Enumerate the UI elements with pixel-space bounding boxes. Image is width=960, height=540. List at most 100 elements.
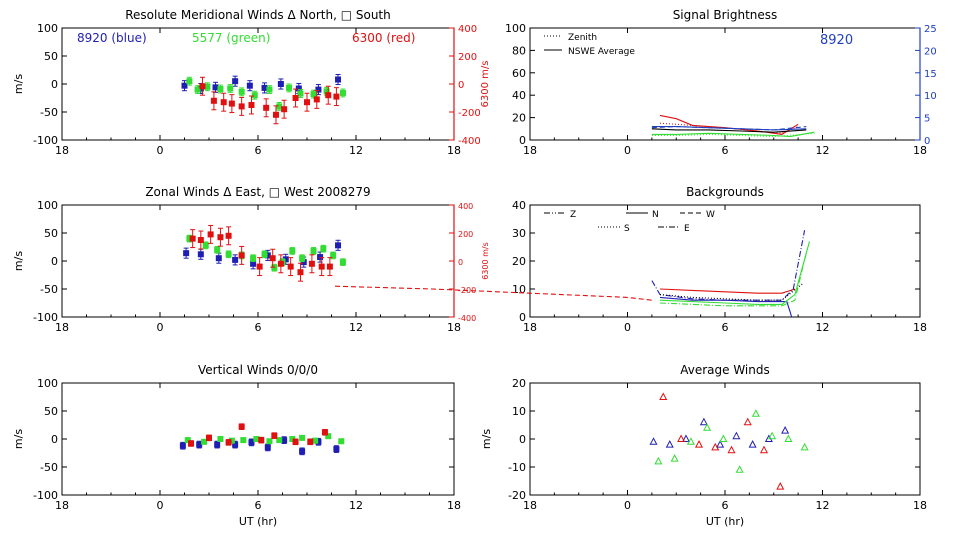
data-point-6300: [271, 432, 278, 439]
right-axis-label: 6300 m/s: [480, 61, 491, 108]
data-point-6300: [272, 111, 279, 118]
x-tick-label: 18: [523, 144, 537, 157]
data-point-6300: [228, 100, 235, 107]
y-tick-label: 100: [37, 377, 58, 390]
x-tick-label: 0: [157, 499, 164, 512]
x-tick-label: 12: [349, 144, 363, 157]
data-point-6300: [677, 434, 686, 442]
x-tick-label: 12: [349, 499, 363, 512]
data-point-6300: [217, 234, 224, 241]
y-tick-label: 20: [512, 112, 526, 125]
series-line-navy-dashed: [651, 126, 807, 131]
x-tick-label: 0: [624, 499, 631, 512]
right-axis-label: 6300 m/s: [481, 242, 490, 280]
data-point-6300: [248, 102, 255, 108]
data-point-8920: [181, 82, 188, 89]
data-point-8920: [212, 84, 219, 91]
x-tick-label: 18: [913, 321, 927, 334]
right-tick-label: 400: [458, 202, 473, 211]
y-tick-label: 30: [512, 227, 526, 240]
chart-title: Vertical Winds 0/0/0: [198, 363, 318, 377]
data-point-6300: [189, 235, 196, 242]
y-tick-label: 0: [51, 433, 58, 446]
data-point-8920: [748, 440, 757, 448]
y-tick-label: 100: [37, 199, 58, 212]
series-line-blue-dashdot: [651, 230, 806, 301]
data-point-8920: [299, 448, 306, 455]
series-line-blue-solid: [659, 296, 793, 318]
data-point-8920: [681, 434, 691, 442]
x-tick-label: 18: [447, 499, 461, 512]
data-point-5577: [227, 85, 234, 92]
y-axis-label: m/s: [480, 429, 493, 449]
chart-title: Resolute Meridional Winds Δ North, □ Sou…: [125, 8, 391, 22]
data-point-6300: [333, 93, 340, 100]
legend-item: S: [624, 224, 630, 234]
x-tick-label: 0: [624, 321, 631, 334]
data-point-8920: [197, 251, 204, 258]
x-tick-label: 6: [722, 321, 729, 334]
chart-annotation: 8920: [820, 33, 853, 48]
y-axis-label: m/s: [12, 74, 25, 94]
data-point-8920: [335, 76, 342, 83]
x-tick-label: 12: [816, 321, 830, 334]
data-point-6300: [238, 103, 245, 110]
data-point-8920: [246, 82, 253, 89]
data-point-5577: [339, 89, 346, 96]
data-point-6300: [694, 440, 704, 448]
data-point-6300: [325, 92, 332, 99]
y-tick-label: 50: [44, 227, 58, 240]
series-line-green-dashdot: [659, 252, 807, 307]
data-point-6300: [326, 263, 333, 270]
data-point-6300: [269, 255, 276, 262]
data-point-5577: [299, 434, 306, 441]
series-line-black-dotted: [659, 282, 804, 301]
plot-frame: [529, 27, 921, 141]
y-tick-label: 40: [512, 199, 526, 212]
data-point-5577: [276, 103, 283, 110]
data-point-5577: [286, 84, 293, 91]
y-tick-label: 20: [512, 255, 526, 268]
data-point-8920: [214, 441, 221, 448]
legend-item: 8920 (blue): [77, 31, 147, 45]
data-point-5577: [225, 251, 232, 258]
data-point-6300: [281, 106, 288, 113]
data-point-8920: [232, 441, 239, 448]
data-point-8920: [281, 437, 288, 444]
data-point-5577: [261, 251, 268, 258]
series-line-green-solid: [659, 241, 811, 305]
data-point-6300: [743, 417, 752, 426]
y-tick-label: 10: [512, 283, 526, 296]
data-point-5577: [250, 255, 257, 262]
data-point-8920: [215, 255, 222, 262]
x-tick-label: 6: [255, 499, 262, 512]
right-tick-label: -200: [458, 108, 481, 119]
right-tick-label: 10: [924, 91, 937, 102]
y-tick-label: -100: [33, 134, 58, 147]
right-tick-label: 0: [458, 80, 464, 91]
x-tick-label: 18: [523, 499, 537, 512]
series-line-red-solid: [659, 288, 796, 294]
x-tick-label: 18: [913, 499, 927, 512]
data-point-8920: [781, 426, 790, 434]
data-point-5577: [266, 438, 273, 445]
chart-title: Average Winds: [680, 363, 770, 377]
data-point-6300: [711, 442, 720, 451]
data-point-5577: [338, 438, 345, 445]
data-point-8920: [248, 439, 255, 446]
right-tick-label: 0: [924, 136, 930, 147]
data-point-8920: [196, 441, 203, 448]
data-point-5577: [240, 437, 247, 444]
data-point-8920: [699, 417, 708, 426]
data-point-6300: [238, 423, 245, 430]
data-point-5577: [768, 431, 777, 440]
data-point-6300: [256, 263, 263, 270]
right-tick-label: 25: [924, 24, 937, 35]
data-point-6300: [313, 96, 320, 103]
right-tick-label: 200: [458, 230, 473, 239]
data-point-6300: [292, 438, 299, 445]
data-point-5577: [201, 438, 208, 445]
y-tick-label: -100: [33, 311, 58, 324]
